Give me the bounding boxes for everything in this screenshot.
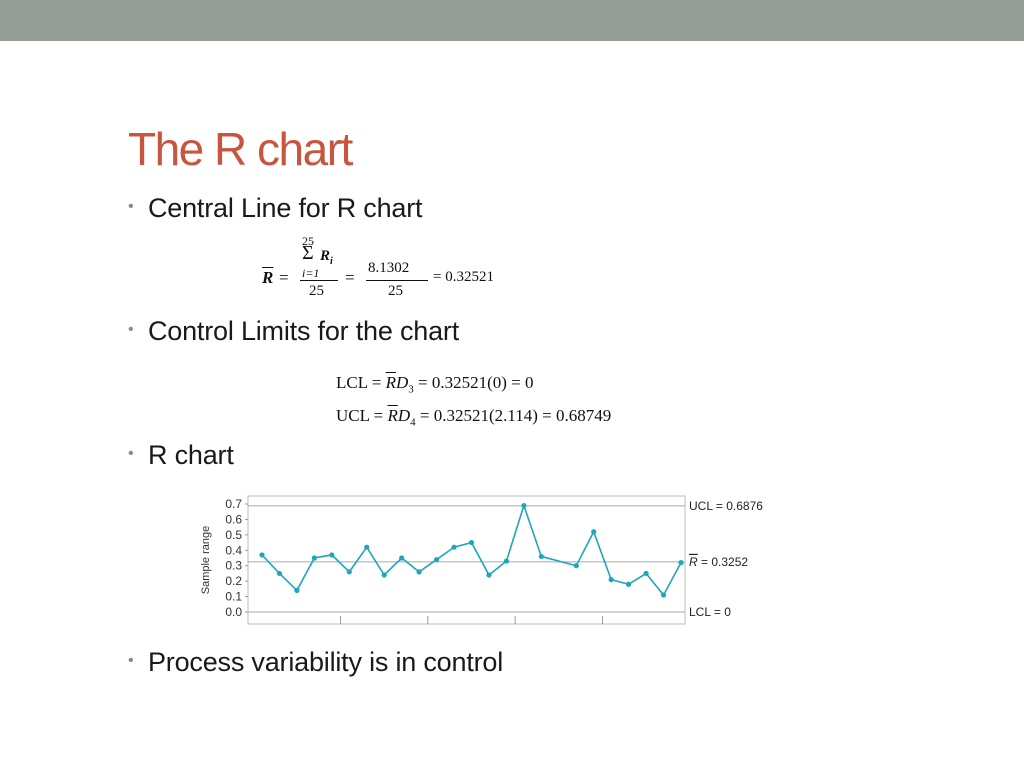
- r-chart: Sample range 0.70.6 0.50.4 0.30.2 0.10.0 UC…: [200, 495, 763, 625]
- data-point: [503, 558, 510, 564]
- data-point: [486, 572, 492, 578]
- rbar-result: = 0.32521: [433, 269, 494, 285]
- data-point: [643, 570, 649, 577]
- data-point: [416, 569, 422, 575]
- bullet-central-line: • Central Line for R chart: [128, 193, 423, 223]
- fraction-bar: [300, 280, 338, 281]
- data-point: [381, 572, 387, 578]
- rbar-value-numerator: 8.1302: [368, 260, 410, 276]
- data-point: [591, 529, 597, 535]
- y-tick-label: 0.6: [225, 512, 242, 526]
- y-tick-label: 0.1: [225, 590, 242, 604]
- data-point: [399, 555, 405, 561]
- bullet-r-chart: • R chart: [128, 440, 234, 470]
- bullet-dot: •: [128, 197, 134, 215]
- sum-denominator: 25: [309, 283, 324, 299]
- sum-symbol: Σ: [302, 242, 314, 264]
- y-tick-label: 0.4: [225, 543, 242, 557]
- data-point: [626, 581, 632, 587]
- data-point: [468, 539, 475, 546]
- bullet-control-limits: • Control Limits for the chart: [128, 316, 460, 346]
- data-point: [608, 577, 614, 583]
- rbar-formula: R = 25 Σ Ri i=1 25 = 8.1302 25 = 0.32521: [262, 234, 494, 299]
- data-point: [329, 552, 335, 558]
- top-bar: [0, 0, 1024, 41]
- data-point: [573, 563, 579, 569]
- y-tick-label: 0.3: [225, 559, 242, 573]
- reference-line-label: LCL = 0: [689, 605, 731, 619]
- data-point: [678, 560, 684, 566]
- data-point: [259, 552, 265, 558]
- reference-line-label: UCL = 0.6876: [689, 499, 763, 513]
- rbar-value-denominator: 25: [388, 283, 403, 299]
- data-point: [364, 544, 370, 550]
- data-point: [294, 587, 300, 593]
- series-line: [261, 502, 682, 597]
- reference-line-label: R = 0.3252: [689, 555, 748, 569]
- bullet-dot: •: [128, 320, 134, 338]
- bullet-process-variability: • Process variability is in control: [128, 647, 504, 677]
- fraction-bar: [366, 280, 428, 281]
- data-point: [433, 556, 440, 563]
- ucl-formula: UCL = RD4 = 0.32521(2.114) = 0.68749: [336, 406, 612, 429]
- y-tick-label: 0.7: [225, 497, 242, 511]
- lcl-formula: LCL = RD3 = 0.32521(0) = 0: [336, 373, 534, 396]
- data-point: [521, 502, 527, 509]
- y-tick-label: 0.5: [225, 528, 242, 542]
- rbar-lhs: R: [262, 268, 274, 287]
- data-point: [660, 592, 667, 598]
- slide-title: The R chart: [128, 123, 353, 175]
- sum-term: Ri: [320, 248, 333, 267]
- data-point: [311, 555, 317, 561]
- bullet-dot: •: [128, 444, 134, 462]
- plot-frame: [247, 495, 686, 625]
- data-point: [276, 570, 283, 577]
- data-point: [451, 544, 457, 550]
- y-axis-label: Sample range: [200, 526, 212, 595]
- sum-lower-limit: i=1: [302, 266, 320, 280]
- sum-upper-limit: 25: [302, 234, 314, 248]
- bullet-dot: •: [128, 651, 134, 669]
- data-point: [346, 569, 352, 575]
- data-point: [538, 553, 544, 560]
- y-tick-label: 0.2: [225, 574, 242, 588]
- y-tick-label: 0.0: [225, 605, 242, 619]
